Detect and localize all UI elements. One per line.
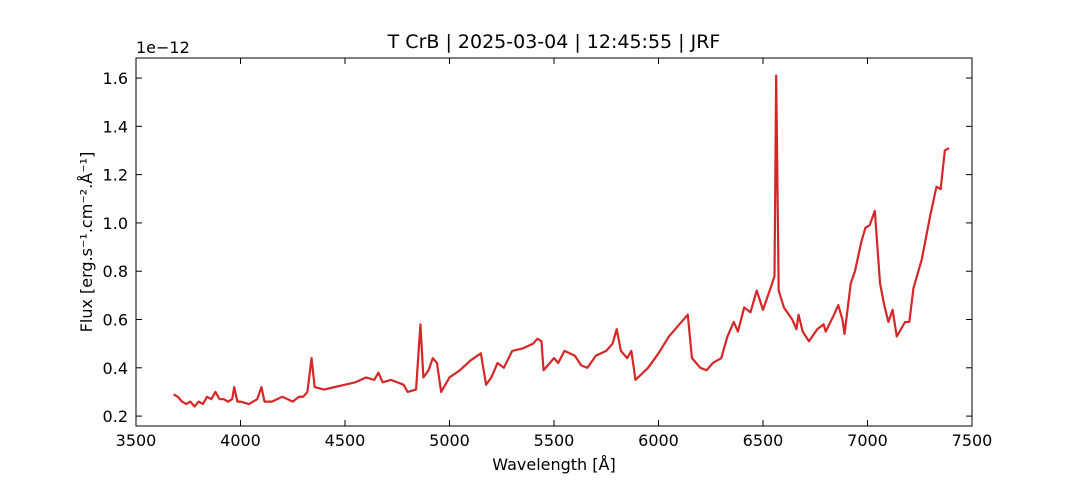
y-tick-label: 0.4 bbox=[103, 359, 128, 378]
plot-frame bbox=[135, 57, 973, 427]
y-tick-label: 0.6 bbox=[103, 311, 128, 330]
x-tick-label: 4000 bbox=[220, 431, 261, 450]
offset-label: 1e−12 bbox=[136, 38, 190, 57]
x-tick-label: 7500 bbox=[952, 431, 993, 450]
y-tick-label: 1.6 bbox=[103, 69, 128, 88]
y-tick-label: 0.2 bbox=[103, 407, 128, 426]
y-tick-label: 1.4 bbox=[103, 117, 128, 136]
y-axis-label: Flux [erg.s⁻¹.cm⁻².Å⁻¹] bbox=[77, 152, 96, 333]
x-tick-label: 3500 bbox=[116, 431, 157, 450]
spectrum-line bbox=[173, 74, 950, 408]
chart-title: T CrB | 2025-03-04 | 12:45:55 | JRF bbox=[387, 31, 721, 53]
x-tick-label: 5500 bbox=[534, 431, 575, 450]
x-tick-label: 7000 bbox=[847, 431, 888, 450]
x-tick-label: 6500 bbox=[743, 431, 784, 450]
y-tick-label: 1.2 bbox=[103, 166, 128, 185]
x-tick-label: 6000 bbox=[638, 431, 679, 450]
x-tick-label: 4500 bbox=[325, 431, 366, 450]
x-axis-label: Wavelength [Å] bbox=[492, 455, 615, 474]
y-tick-label: 0.8 bbox=[103, 262, 128, 281]
y-tick-label: 1.0 bbox=[103, 214, 128, 233]
x-tick-label: 5000 bbox=[429, 431, 470, 450]
